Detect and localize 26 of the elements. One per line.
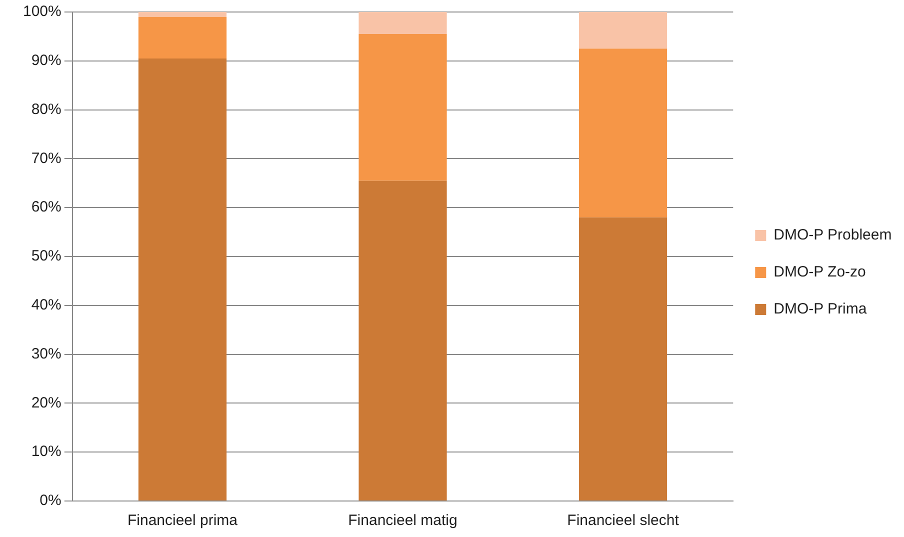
bar — [138, 12, 227, 17]
bar — [578, 217, 668, 500]
y-tick-label: 10% — [31, 443, 62, 460]
bar — [358, 34, 447, 181]
y-tick-label: 90% — [31, 52, 62, 70]
bar — [578, 48, 668, 218]
bar — [358, 180, 447, 500]
y-tick-label: 80% — [31, 100, 62, 118]
y-tick-label: 20% — [31, 394, 62, 412]
y-tick-label: 40% — [31, 296, 62, 314]
bar — [578, 12, 668, 49]
bar — [138, 58, 227, 500]
x-tick-label: Financieel slecht — [567, 512, 680, 530]
bar — [138, 16, 227, 58]
legend-label: DMO-P Prima — [774, 300, 868, 318]
x-tick-label: Financieel matig — [348, 512, 458, 530]
y-tick-label: 70% — [31, 150, 62, 167]
y-tick-label: 100% — [22, 3, 62, 20]
y-tick-label: 0% — [40, 492, 62, 510]
legend-label: DMO-P Zo-zo — [774, 264, 866, 281]
legend-label: DMO-P Probleem — [774, 226, 892, 244]
x-tick-label: Financieel prima — [127, 512, 238, 530]
y-tick-label: 50% — [31, 248, 62, 265]
y-tick-label: 60% — [31, 198, 62, 216]
y-tick-label: 30% — [31, 345, 62, 362]
bar — [358, 12, 447, 34]
